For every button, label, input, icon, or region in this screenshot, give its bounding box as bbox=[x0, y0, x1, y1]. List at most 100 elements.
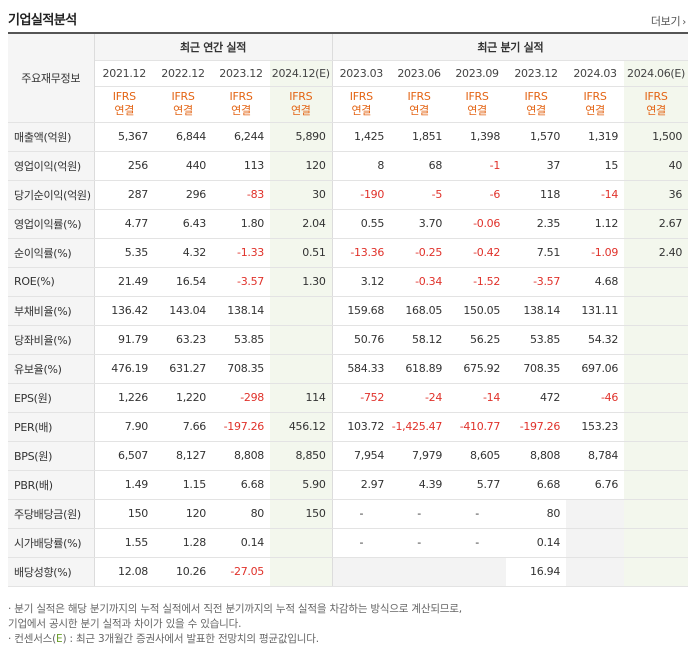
table-cell: 138.14 bbox=[212, 295, 270, 326]
ifrs-basis-link[interactable]: IFRS 연결 bbox=[566, 86, 625, 123]
row-label: 주당배당금(원) bbox=[8, 498, 95, 529]
footnote-3: · 컨센서스(E) : 최근 3개월간 증권사에서 발표한 전망치의 평균값입니… bbox=[8, 633, 319, 645]
table-cell: 2.40 bbox=[624, 238, 689, 268]
table-cell: 0.51 bbox=[270, 238, 333, 268]
table-cell: 4.77 bbox=[94, 208, 154, 239]
table-row: 주당배당금(원) 150 120 80 150- - -80 bbox=[8, 498, 689, 529]
row-label: 매출액(억원) bbox=[8, 121, 95, 152]
ifrs-basis-link[interactable]: IFRS 연결 bbox=[332, 86, 391, 123]
table-cell: -752 bbox=[332, 382, 391, 413]
table-cell: -13.36 bbox=[332, 238, 391, 268]
table-cell: 7.90 bbox=[94, 412, 154, 442]
table-cell: 6.68 bbox=[212, 470, 270, 500]
table-cell: 118 bbox=[506, 180, 567, 210]
table-cell: 159.68 bbox=[332, 295, 391, 326]
table-cell: 1,319 bbox=[566, 121, 625, 152]
ifrs-basis-link[interactable]: IFRS 연결 bbox=[212, 86, 270, 123]
table-cell: - bbox=[390, 498, 449, 529]
table-cell: 476.19 bbox=[94, 354, 154, 384]
row-label: EPS(원) bbox=[8, 382, 95, 413]
period-header: 2022.12 bbox=[154, 60, 212, 87]
table-cell: 4.32 bbox=[154, 238, 212, 268]
table-cell: 54.32 bbox=[566, 325, 625, 355]
more-label[interactable]: 더보기 bbox=[650, 15, 681, 28]
table-cell: 7,979 bbox=[390, 441, 449, 471]
table-cell: 5.90 bbox=[270, 470, 333, 500]
period-header: 2023.03 bbox=[332, 60, 391, 87]
table-cell: 6,507 bbox=[94, 441, 154, 471]
ifrs-basis-link[interactable]: IFRS 연결 bbox=[390, 86, 449, 123]
table-cell: 697.06 bbox=[566, 354, 625, 384]
more-link[interactable]: 더보기 › bbox=[651, 13, 686, 29]
table-cell bbox=[624, 295, 689, 326]
table-cell bbox=[624, 498, 689, 529]
table-cell: 618.89 bbox=[390, 354, 449, 384]
table-cell: 6.76 bbox=[566, 470, 625, 500]
table-cell bbox=[566, 498, 625, 529]
table-cell: 1,398 bbox=[448, 121, 507, 152]
table-row: 영업이익률(%) 4.77 6.43 1.80 2.04 0.55 3.70 -0.06 2.3… bbox=[8, 208, 689, 239]
table-row: 당좌비율(%) 91.79 63.23 53.85 50.76 58.12 56.25 53.… bbox=[8, 325, 689, 355]
table-cell: 150.05 bbox=[448, 295, 507, 326]
table-cell: 3.70 bbox=[390, 208, 449, 239]
table-cell: 5.77 bbox=[448, 470, 507, 500]
table-cell: -24 bbox=[390, 382, 449, 413]
table-cell: 16.94 bbox=[506, 557, 567, 587]
table-cell: 6,244 bbox=[212, 121, 270, 152]
table-cell: 1.49 bbox=[94, 470, 154, 500]
table-cell: 675.92 bbox=[448, 354, 507, 384]
table-cell: 2.97 bbox=[332, 470, 391, 500]
table-cell bbox=[624, 412, 689, 442]
table-cell: 53.85 bbox=[506, 325, 567, 355]
table-cell: -0.06 bbox=[448, 208, 507, 239]
ifrs-basis-link[interactable]: IFRS 연결 bbox=[506, 86, 567, 123]
table-cell: -1.33 bbox=[212, 238, 270, 268]
table-cell: -1.09 bbox=[566, 238, 625, 268]
table-cell: -14 bbox=[448, 382, 507, 413]
table-cell: -190 bbox=[332, 180, 391, 210]
table-cell: 6.68 bbox=[506, 470, 567, 500]
period-header: 2023.12 bbox=[212, 60, 270, 87]
table-cell: 10.26 bbox=[154, 557, 212, 587]
table-cell: 114 bbox=[270, 382, 333, 413]
ifrs-basis-link[interactable]: IFRS 연결 bbox=[94, 86, 154, 123]
period-header: 2024.06(E) bbox=[624, 60, 689, 87]
table-cell: 53.85 bbox=[212, 325, 270, 355]
table-cell: -1.52 bbox=[448, 267, 507, 297]
ifrs-basis-link[interactable]: IFRS 연결 bbox=[270, 86, 333, 123]
table-cell: 631.27 bbox=[154, 354, 212, 384]
period-header: 2023.12 bbox=[506, 60, 567, 87]
table-row: 유보율(%) 476.19 631.27 708.35 584.33 618.89 675.… bbox=[8, 354, 689, 384]
table-cell: 37 bbox=[506, 151, 567, 181]
ifrs-basis-link[interactable]: IFRS 연결 bbox=[624, 86, 689, 123]
table-cell: 63.23 bbox=[154, 325, 212, 355]
table-cell: 120 bbox=[154, 498, 212, 529]
table-cell: 8,850 bbox=[270, 441, 333, 471]
table-cell: 7,954 bbox=[332, 441, 391, 471]
financial-table: 주요재무정보 최근 연간 실적 최근 분기 실적 2021.12 2022.12 2… bbox=[8, 34, 689, 587]
table-cell: -0.25 bbox=[390, 238, 449, 268]
table-cell: 3.12 bbox=[332, 267, 391, 297]
table-cell: -83 bbox=[212, 180, 270, 210]
ifrs-basis-link[interactable]: IFRS 연결 bbox=[154, 86, 212, 123]
ifrs-basis-link[interactable]: IFRS 연결 bbox=[448, 86, 507, 123]
table-cell: -298 bbox=[212, 382, 270, 413]
table-cell bbox=[566, 557, 625, 587]
table-cell: 30 bbox=[270, 180, 333, 210]
table-cell: -0.42 bbox=[448, 238, 507, 268]
table-cell: 5.35 bbox=[94, 238, 154, 268]
row-label: 배당성향(%) bbox=[8, 557, 95, 587]
table-cell: 8,808 bbox=[212, 441, 270, 471]
table-cell bbox=[624, 441, 689, 471]
row-label: 당좌비율(%) bbox=[8, 325, 95, 355]
footnotes: · 분기 실적은 해당 분기까지의 누적 실적에서 직전 분기까지의 누적 실적… bbox=[8, 602, 462, 647]
table-cell: 8,784 bbox=[566, 441, 625, 471]
table-cell: -1,425.47 bbox=[390, 412, 449, 442]
table-cell: 5,890 bbox=[270, 121, 333, 152]
table-cell: 21.49 bbox=[94, 267, 154, 297]
table-cell: 296 bbox=[154, 180, 212, 210]
table-row: 매출액(억원) 5,367 6,844 6,244 5,890 1,425 1,851 1,3… bbox=[8, 121, 689, 152]
chevron-right-icon: › bbox=[682, 17, 686, 28]
table-cell: 4.68 bbox=[566, 267, 625, 297]
table-cell: 103.72 bbox=[332, 412, 391, 442]
